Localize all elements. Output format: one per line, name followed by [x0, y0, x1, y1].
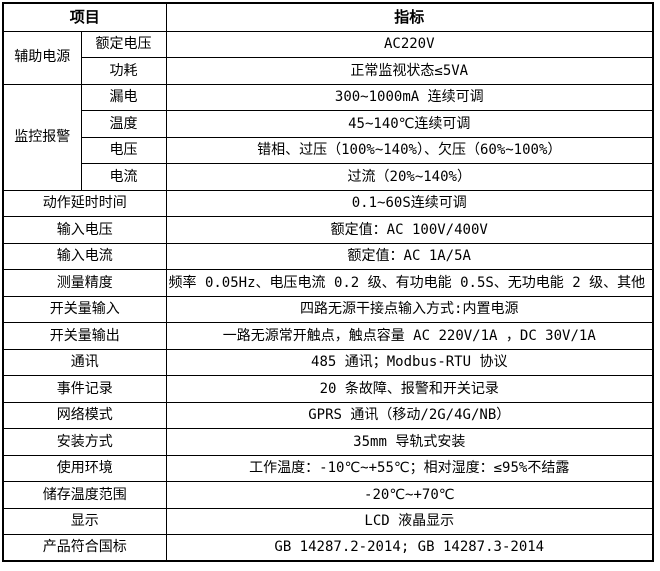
- value-cell: 485 通讯；Modbus-RTU 协议: [165, 348, 654, 376]
- label-cell-input-voltage: 输入电压: [2, 216, 167, 244]
- label-cell-action-delay: 动作延时时间: [2, 189, 167, 217]
- label-cell: 额定电压: [80, 30, 167, 58]
- label-cell-switch-output: 开关量输出: [2, 322, 167, 350]
- value-cell: 45~140℃连续可调: [165, 110, 654, 138]
- table-header-row: 项目 指标: [2, 2, 654, 32]
- table-row: 电流 过流（20%~140%）: [3, 163, 654, 191]
- table-row: 测量精度 频率 0.05Hz、电压电流 0.2 级、有功电能 0.5S、无功电能…: [2, 269, 654, 297]
- value-cell: GPRS 通讯（移动/2G/4G/NB）: [165, 401, 654, 429]
- value-cell: AC220V: [165, 30, 654, 58]
- table-row: 通讯 485 通讯；Modbus-RTU 协议: [2, 348, 654, 376]
- value-cell: 频率 0.05Hz、电压电流 0.2 级、有功电能 0.5S、无功电能 2 级、…: [165, 269, 654, 297]
- label-cell-input-current: 输入电流: [2, 242, 167, 270]
- label-cell: 漏电: [80, 83, 167, 111]
- table-row: 产品符合国标 GB 14287.2-2014; GB 14287.3-2014: [2, 534, 654, 562]
- value-cell: 错相、过压（100%~140%）、欠压（60%~100%）: [165, 136, 654, 164]
- value-cell: GB 14287.2-2014; GB 14287.3-2014: [165, 534, 654, 562]
- label-cell-national-standard: 产品符合国标: [2, 534, 167, 562]
- label-cell-communication: 通讯: [2, 348, 167, 376]
- label-cell: 电流: [80, 163, 167, 191]
- table-row: 动作延时时间 0.1~60S连续可调: [2, 189, 654, 217]
- label-cell: 温度: [80, 110, 167, 138]
- table-row: 监控报警 漏电 300~1000mA 连续可调: [2, 83, 654, 191]
- value-cell: 300~1000mA 连续可调: [165, 83, 654, 111]
- table-row: 安装方式 35mm 导轨式安装: [2, 428, 654, 456]
- header-item-cell: 项目: [2, 2, 167, 32]
- value-cell: 正常监视状态≤5VA: [165, 57, 654, 85]
- value-cell: 20 条故障、报警和开关记录: [165, 375, 654, 403]
- group-cell-monitor-alarm: 监控报警: [2, 83, 82, 191]
- label-cell-switch-input: 开关量输入: [2, 295, 167, 323]
- value-cell: 额定值：AC 1A/5A: [165, 242, 654, 270]
- label-cell-environment: 使用环境: [2, 454, 167, 482]
- label-cell-event-record: 事件记录: [2, 375, 167, 403]
- table-row: 显示 LCD 液晶显示: [2, 507, 654, 535]
- label-cell-storage-temp: 储存温度范围: [2, 481, 167, 509]
- table-row: 温度 45~140℃连续可调: [3, 110, 654, 138]
- table-row: 功耗 正常监视状态≤5VA: [3, 57, 654, 85]
- table-row: 开关量输出 一路无源常开触点，触点容量 AC 220V/1A ，DC 30V/1…: [2, 322, 654, 350]
- label-cell-display: 显示: [2, 507, 167, 535]
- value-cell: -20℃~+70℃: [165, 481, 654, 509]
- table-row: 输入电流 额定值：AC 1A/5A: [2, 242, 654, 270]
- label-cell: 功耗: [80, 57, 167, 85]
- table-row: 开关量输入 四路无源干接点输入方式:内置电源: [2, 295, 654, 323]
- value-cell: 过流（20%~140%）: [165, 163, 654, 191]
- table-row: 事件记录 20 条故障、报警和开关记录: [2, 375, 654, 403]
- label-cell: 电压: [80, 136, 167, 164]
- value-cell: 额定值：AC 100V/400V: [165, 216, 654, 244]
- spec-table: 项目 指标 辅助电源 额定电压 AC220V 功耗 正常监视状态≤5VA 监控报…: [2, 2, 654, 562]
- group-cell-aux-power: 辅助电源: [2, 30, 82, 85]
- value-cell: LCD 液晶显示: [165, 507, 654, 535]
- table-row: 电压 错相、过压（100%~140%）、欠压（60%~100%）: [3, 136, 654, 164]
- table-row: 输入电压 额定值：AC 100V/400V: [2, 216, 654, 244]
- value-cell: 四路无源干接点输入方式:内置电源: [165, 295, 654, 323]
- value-cell: 35mm 导轨式安装: [165, 428, 654, 456]
- table-row: 使用环境 工作温度：-10℃~+55℃；相对湿度：≤95%不结露: [2, 454, 654, 482]
- value-cell: 0.1~60S连续可调: [165, 189, 654, 217]
- label-cell-installation: 安装方式: [2, 428, 167, 456]
- table-row: 辅助电源 额定电压 AC220V: [2, 30, 654, 85]
- value-cell: 一路无源常开触点，触点容量 AC 220V/1A ，DC 30V/1A: [165, 322, 654, 350]
- label-cell-measurement-accuracy: 测量精度: [2, 269, 167, 297]
- table-row: 储存温度范围 -20℃~+70℃: [2, 481, 654, 509]
- value-cell: 工作温度：-10℃~+55℃；相对湿度：≤95%不结露: [165, 454, 654, 482]
- table-row: 网络模式 GPRS 通讯（移动/2G/4G/NB）: [2, 401, 654, 429]
- label-cell-network-mode: 网络模式: [2, 401, 167, 429]
- header-indicator-cell: 指标: [165, 2, 654, 32]
